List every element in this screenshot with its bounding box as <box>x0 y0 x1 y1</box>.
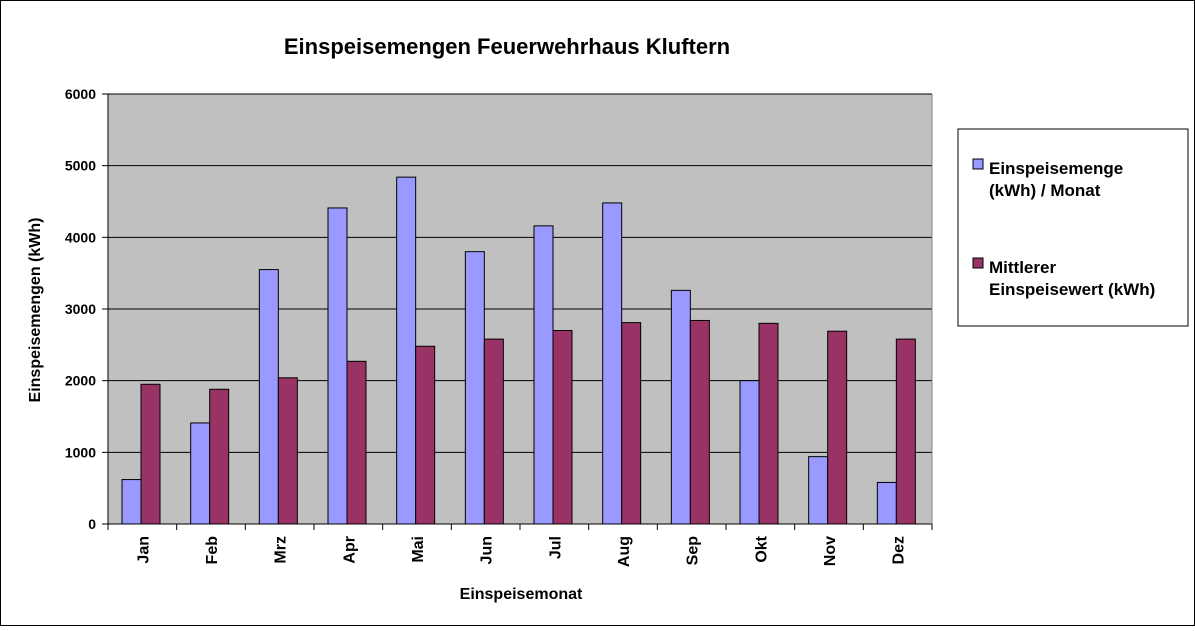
x-tick-label-aug: Aug <box>616 536 633 567</box>
bar-einspeisemenge-aug <box>602 202 623 525</box>
bar-einspeisemenge-nov <box>808 456 829 525</box>
bar-einspeisemenge-apr <box>327 207 348 525</box>
y-tick-label: 6000 <box>65 86 96 102</box>
bar-mittlerer-einspeisewert-jun <box>483 338 504 525</box>
x-tick-label-okt: Okt <box>753 535 770 562</box>
legend-label-2: Mittlerer <box>989 258 1056 277</box>
x-tick-label-nov: Nov <box>822 536 839 566</box>
y-tick-label: 5000 <box>65 158 96 174</box>
bar-einspeisemenge-jan <box>121 479 142 525</box>
bar-mittlerer-einspeisewert-okt <box>758 322 779 525</box>
bar-mittlerer-einspeisewert-sep <box>689 319 710 525</box>
bar-mittlerer-einspeisewert-jan <box>140 383 161 525</box>
y-tick-label: 3000 <box>65 301 96 317</box>
x-tick-label-mrz: Mrz <box>273 536 290 564</box>
y-axis-title: Einspeisemengen (kWh) <box>27 218 44 403</box>
legend-swatch-1 <box>972 158 984 170</box>
x-axis-title: Einspeisemonat <box>460 586 583 603</box>
bar-mittlerer-einspeisewert-feb <box>209 388 230 525</box>
legend-label-2: Einspeisewert (kWh) <box>989 280 1155 299</box>
legend-swatch-2 <box>972 257 984 269</box>
bar-mittlerer-einspeisewert-nov <box>827 330 848 525</box>
bar-einspeisemenge-dez <box>876 481 897 525</box>
legend-label-1: (kWh) / Monat <box>989 181 1101 200</box>
y-tick-label: 1000 <box>65 444 96 460</box>
y-tick-label: 2000 <box>65 373 96 389</box>
bar-mittlerer-einspeisewert-jul <box>552 330 573 525</box>
bar-einspeisemenge-mrz <box>258 269 279 525</box>
x-tick-label-apr: Apr <box>341 536 358 564</box>
x-tick-label-feb: Feb <box>204 536 221 565</box>
x-tick-label-jan: Jan <box>135 536 152 564</box>
x-tick-label-dez: Dez <box>891 536 908 564</box>
bar-einspeisemenge-jun <box>464 251 485 525</box>
x-tick-label-jul: Jul <box>547 536 564 559</box>
y-tick-label: 4000 <box>65 229 96 245</box>
bar-einspeisemenge-sep <box>670 289 691 525</box>
bar-einspeisemenge-okt <box>739 380 760 525</box>
bar-mittlerer-einspeisewert-mai <box>415 345 436 525</box>
bar-einspeisemenge-jul <box>533 225 554 525</box>
x-tick-label-mai: Mai <box>410 536 427 563</box>
bar-einspeisemenge-feb <box>190 422 211 525</box>
bar-mittlerer-einspeisewert-dez <box>895 338 916 525</box>
legend: Einspeisemenge (kWh) / Monat Mittlerer Eins… <box>957 128 1189 327</box>
x-tick-label-sep: Sep <box>685 536 702 566</box>
x-tick-label-jun: Jun <box>479 536 496 564</box>
bar-einspeisemenge-mai <box>396 176 417 525</box>
y-tick-label: 0 <box>88 516 96 532</box>
bar-mittlerer-einspeisewert-mrz <box>277 377 298 525</box>
bar-mittlerer-einspeisewert-apr <box>346 360 367 525</box>
chart-title: Einspeisemengen Feuerwehrhaus Kluftern <box>284 34 730 59</box>
legend-label-1: Einspeisemenge <box>989 159 1123 178</box>
bar-mittlerer-einspeisewert-aug <box>621 322 642 525</box>
legend-box <box>957 128 1189 327</box>
